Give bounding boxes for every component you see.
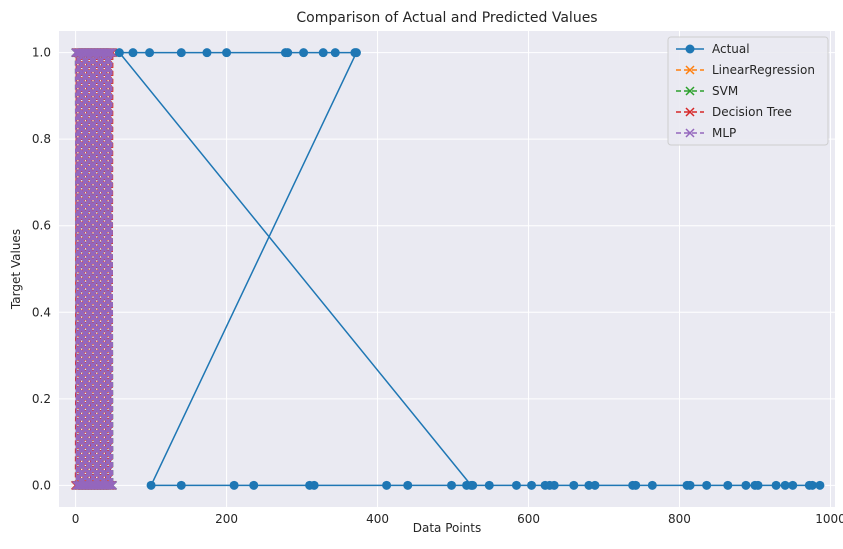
- legend-label: Actual: [712, 42, 750, 56]
- data-point: [229, 480, 239, 490]
- series-mlp: [71, 48, 118, 490]
- x-tick-label: 400: [366, 512, 389, 526]
- data-point: [780, 480, 790, 490]
- x-tick-label: 600: [517, 512, 540, 526]
- data-point: [511, 480, 521, 490]
- legend-item: Decision Tree: [676, 105, 792, 119]
- legend-marker: [685, 65, 695, 75]
- legend-label: LinearRegression: [712, 63, 815, 77]
- legend: Actual LinearRegression SVM Decision Tree ML…: [667, 36, 829, 146]
- y-tick-label: 0.0: [32, 478, 51, 492]
- x-axis-label: Data Points: [413, 521, 482, 535]
- series-layer: [71, 48, 825, 490]
- data-point: [202, 48, 212, 58]
- data-point: [330, 48, 340, 58]
- data-point: [807, 480, 817, 490]
- data-point: [631, 480, 641, 490]
- series-line: [74, 52, 114, 486]
- data-point: [299, 48, 309, 58]
- data-point: [468, 480, 478, 490]
- legend-item: SVM: [676, 84, 738, 98]
- data-point: [176, 480, 186, 490]
- data-point: [146, 480, 156, 490]
- data-point: [106, 480, 116, 490]
- legend-marker: [685, 86, 695, 96]
- data-point: [753, 480, 763, 490]
- y-tick-label: 0.8: [32, 132, 51, 146]
- data-point: [702, 480, 712, 490]
- data-point: [108, 480, 118, 490]
- y-tick-label: 0.6: [32, 219, 51, 233]
- x-tick-labels: 0 200 400 600 800 1000: [72, 512, 843, 526]
- data-point: [114, 48, 124, 58]
- data-point: [283, 48, 293, 58]
- legend-item: MLP: [676, 126, 736, 140]
- data-point: [788, 480, 798, 490]
- data-point: [145, 48, 155, 58]
- y-tick-label: 0.2: [32, 392, 51, 406]
- data-point: [176, 48, 186, 58]
- data-point: [104, 48, 114, 58]
- x-tick-label: 200: [215, 512, 238, 526]
- data-point: [318, 48, 328, 58]
- data-point: [351, 48, 361, 58]
- data-point: [382, 480, 392, 490]
- legend-marker: [685, 107, 695, 117]
- data-point: [647, 480, 657, 490]
- legend-marker: [685, 44, 695, 54]
- x-tick-label: 800: [668, 512, 691, 526]
- y-tick-labels: 0.0 0.2 0.4 0.6 0.8 1.0: [32, 46, 51, 493]
- y-axis-label: Target Values: [9, 229, 23, 310]
- x-tick-label: 1000: [815, 512, 843, 526]
- data-point: [723, 480, 733, 490]
- legend-label: MLP: [712, 126, 736, 140]
- data-point: [403, 480, 413, 490]
- y-tick-label: 0.4: [32, 305, 51, 319]
- data-point: [549, 480, 559, 490]
- data-point: [222, 48, 232, 58]
- data-point: [249, 480, 259, 490]
- data-point: [447, 480, 457, 490]
- data-point: [741, 480, 751, 490]
- x-tick-label: 0: [72, 512, 80, 526]
- data-point: [128, 48, 138, 58]
- data-point: [527, 480, 537, 490]
- legend-marker: [685, 128, 695, 138]
- chart-title: Comparison of Actual and Predicted Value…: [296, 10, 597, 26]
- data-point: [685, 480, 695, 490]
- data-point: [590, 480, 600, 490]
- data-point: [105, 480, 115, 490]
- data-point: [107, 48, 117, 58]
- data-point: [105, 48, 115, 58]
- y-tick-label: 1.0: [32, 46, 51, 60]
- legend-box: [667, 36, 829, 146]
- legend-label: Decision Tree: [712, 105, 792, 119]
- series-actual: [114, 48, 825, 490]
- data-point: [309, 480, 319, 490]
- legend-item: Actual: [676, 42, 750, 56]
- data-point: [771, 480, 781, 490]
- data-point: [569, 480, 579, 490]
- data-point: [815, 480, 825, 490]
- legend-item: LinearRegression: [676, 63, 815, 77]
- legend-label: SVM: [712, 84, 738, 98]
- data-point: [484, 480, 494, 490]
